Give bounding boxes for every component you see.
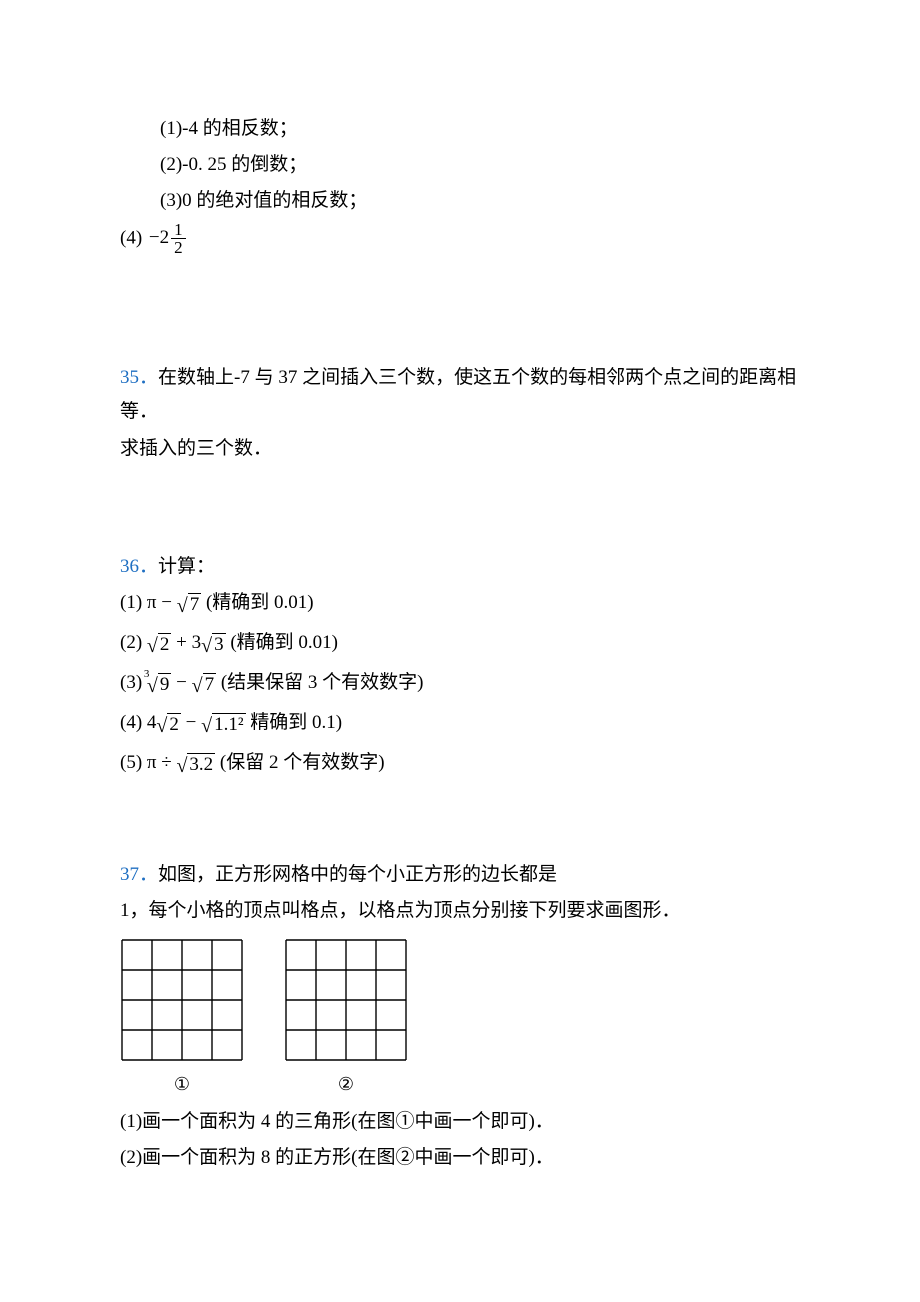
q36-1-suffix: (精确到 0.01) [206,592,314,613]
q36-number: 36． [120,556,158,577]
q36-1-expr: π − √7 [147,592,201,613]
grid-1-svg [120,938,244,1062]
spacer [120,786,800,856]
grid-2-svg [284,938,408,1062]
prev-line-1: (1)-4 的相反数； [120,112,800,146]
q36-heading-text: 计算： [158,556,215,577]
q37-line2: 1，每个小格的顶点叫格点，以格点为顶点分别接下列要求画图形． [120,894,800,928]
prev-line-4: (4) −212 [120,221,800,258]
q36-heading: 36．计算： [120,550,800,584]
q36-5-suffix: (保留 2 个有效数字) [220,752,385,773]
q37-text1: 如图，正方形网格中的每个小正方形的边长都是 [158,864,557,885]
q36-4-expr: 4√2 − √1.1² [147,712,250,733]
q36-3-suffix: (结果保留 3 个有效数字) [221,672,424,693]
q36-item-2: (2) √2 + 3√3 (精确到 0.01) [120,626,800,664]
radicand: 2 [167,713,181,736]
q35-line2: 求插入的三个数． [120,432,800,466]
page: (1)-4 的相反数； (2)-0. 25 的倒数； (3)0 的绝对值的相反数… [0,0,920,1302]
grid-1-block: ① [120,938,244,1100]
grid-2-label: ② [284,1068,408,1100]
radicand: 3.2 [187,753,215,776]
q36-3-prefix: (3) [120,672,142,693]
radicand: 7 [188,593,202,616]
coef: 3 [192,632,202,653]
q37-number: 37． [120,864,158,885]
prev-line-4-prefix: (4) [120,227,142,248]
q36-item-5: (5) π ÷ √3.2 (保留 2 个有效数字) [120,746,800,784]
q36-1-prefix: (1) [120,592,142,613]
q36-2-suffix: (精确到 0.01) [230,632,338,653]
q37-sub2: (2)画一个面积为 8 的正方形(在图②中画一个即可)． [120,1141,800,1175]
q36-3-expr: 3√9 − √7 [147,672,221,693]
prev-line-4-frac: 12 [171,221,186,258]
grid-2-block: ② [284,938,408,1100]
spacer [120,468,800,548]
q35-text1: 在数轴上-7 与 37 之间插入三个数，使这五个数的每相邻两个点之间的距离相等． [120,367,796,422]
q36-5-expr: π ÷ √3.2 [147,752,220,773]
prev-line-3: (3)0 的绝对值的相反数； [120,184,800,218]
q36-item-1: (1) π − √7 (精确到 0.01) [120,586,800,624]
prev-line-4-minus: −2 [149,227,169,248]
q35-line1: 35．在数轴上-7 与 37 之间插入三个数，使这五个数的每相邻两个点之间的距离… [120,361,800,429]
q36-item-3: (3) 3√9 − √7 (结果保留 3 个有效数字) [120,666,800,704]
q37-line1: 37．如图，正方形网格中的每个小正方形的边长都是 [120,858,800,892]
q35-number: 35． [120,367,158,388]
q36-item-4: (4) 4√2 − √1.1² 精确到 0.1) [120,706,800,744]
q36-2-prefix: (2) [120,632,142,653]
frac-den: 2 [171,238,186,257]
radicand: 7 [203,673,217,696]
radicand: 2 [158,633,172,656]
radicand: 1.1² [212,713,245,736]
radicand: 9 [158,673,172,696]
radicand: 3 [212,633,226,656]
q36-2-expr: √2 + 3√3 [147,632,230,653]
q36-5-prefix: (5) [120,752,142,773]
q36-4-suffix: 精确到 0.1) [250,712,342,733]
prev-line-2: (2)-0. 25 的倒数； [120,148,800,182]
grid-1-label: ① [120,1068,244,1100]
frac-num: 1 [171,221,186,239]
q37-grids: ① ② [120,938,800,1100]
q37-sub1: (1)画一个面积为 4 的三角形(在图①中画一个即可)． [120,1105,800,1139]
q36-4-prefix: (4) [120,712,142,733]
spacer [120,259,800,359]
coef: 4 [147,712,157,733]
